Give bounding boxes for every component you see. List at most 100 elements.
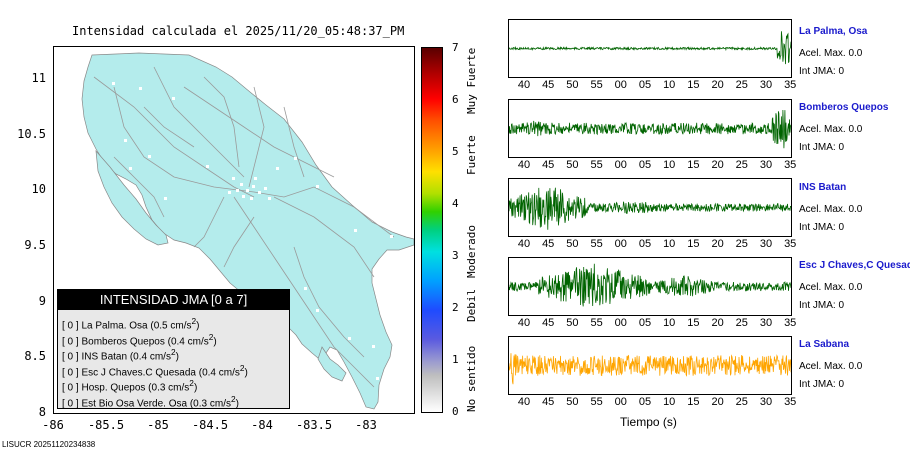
waveform-x-tick: 25 [735, 79, 748, 91]
station-int: Int JMA: 0 [799, 300, 845, 311]
colorbar-tick: 0 [452, 405, 459, 418]
waveform-x-tick: 45 [542, 79, 555, 91]
legend-row: [ 0 ] INS Batan (0.4 cm/s2) [58, 345, 289, 363]
osa-peninsula [317, 346, 347, 382]
waveform-x-tick: 45 [542, 396, 555, 408]
waveform-x-tick: 35 [784, 238, 797, 250]
waveform-x-tick: 20 [711, 317, 724, 329]
waveform-x-tick: 10 [663, 159, 676, 171]
station-int: Int JMA: 0 [799, 66, 845, 77]
waveform-x-tick: 55 [590, 159, 603, 171]
colorbar-tick: 6 [452, 93, 459, 106]
legend-text: Bomberos Quepos (0.4 cm/s [81, 335, 209, 347]
legend-row: [ 0 ] Esc J Chaves.C Quesada (0.4 cm/s2) [58, 361, 289, 378]
legend-sup: 2 [230, 393, 236, 404]
waveform-panel [508, 178, 792, 237]
station-acel: Acel. Max. 0.0 [799, 124, 863, 135]
y-tick: 9 [38, 294, 46, 308]
legend-row: [ 0 ] Hosp. Quepos (0.3 cm/s2) [58, 376, 289, 394]
legend-end: ) [244, 366, 248, 378]
waveform-x-tick: 55 [590, 79, 603, 91]
station-int: Int JMA: 0 [799, 222, 845, 233]
colorbar-label: Fuerte [465, 135, 478, 175]
waveform-x-tick: 35 [784, 317, 797, 329]
colorbar-tick: 3 [452, 249, 459, 262]
station-acel: Acel. Max. 0.0 [799, 48, 863, 59]
waveform-x-tick: 00 [614, 238, 627, 250]
waveform-trace [508, 109, 792, 149]
map-svg [81, 52, 414, 410]
legend-bracket: [ 0 ] [62, 320, 79, 332]
station-int: Int JMA: 0 [799, 142, 845, 153]
waveform-x-tick: 20 [711, 396, 724, 408]
waveform-x-tick: 00 [614, 159, 627, 171]
legend-bracket: [ 0 ] [62, 351, 79, 363]
station-name: Bomberos Quepos [799, 102, 889, 113]
legend-end: ) [235, 397, 239, 409]
waveform-svg [508, 263, 792, 307]
x-tick: -85 [147, 418, 169, 432]
station-name: La Palma, Osa [799, 26, 868, 37]
legend-end: ) [193, 382, 198, 394]
waveform-panel [508, 99, 792, 158]
intensity-legend: INTENSIDAD JMA [0 a 7] [ 0 ] La Palma. O… [57, 289, 290, 409]
time-axis-label: Tiempo (s) [620, 415, 677, 429]
waveform-x-tick: 20 [711, 238, 724, 250]
waveform-x-tick: 25 [735, 238, 748, 250]
footer-id: LISUCR 20251120234838 [2, 440, 96, 449]
waveform-x-tick: 35 [784, 159, 797, 171]
legend-sup: 2 [208, 331, 214, 342]
waveform-trace [508, 263, 792, 307]
waveform-x-tick: 40 [517, 396, 531, 408]
waveform-x-tick: 45 [542, 238, 555, 250]
nicoya-peninsula [95, 149, 169, 246]
waveform-x-tick: 00 [614, 396, 627, 408]
legend-sup: 2 [239, 362, 245, 373]
station-acel: Acel. Max. 0.0 [799, 361, 863, 372]
colorbar-tick: 2 [452, 301, 459, 314]
x-tick: -83 [355, 418, 377, 432]
colorbar-tick: 4 [452, 197, 459, 210]
legend-bracket: [ 0 ] [62, 366, 79, 378]
waveform-x-tick: 40 [517, 159, 531, 171]
y-tick: 11 [31, 71, 46, 85]
waveform-x-tick: 15 [687, 159, 700, 171]
station-markers [112, 82, 393, 380]
legend-sup: 2 [189, 378, 194, 388]
waveform-x-tick: 30 [759, 396, 773, 408]
waveform-x-tick: 15 [687, 317, 700, 329]
waveform-x-tick: 25 [735, 396, 748, 408]
waveform-x-tick: 45 [542, 159, 555, 171]
legend-end: ) [196, 320, 200, 332]
waveform-x-tick: 25 [735, 159, 748, 171]
y-tick: 8 [38, 405, 46, 419]
legend-text: Est Bio Osa Verde. Osa (0.3 cm/s [81, 397, 231, 409]
waveform-x-tick: 05 [638, 79, 652, 91]
legend-text: Esc J Chaves.C Quesada (0.4 cm/s [81, 366, 240, 378]
waveform-x-tick: 55 [590, 238, 603, 250]
intensity-colorbar [421, 47, 443, 413]
colorbar-label: Muy Fuerte [465, 47, 478, 114]
waveform-x-tick: 10 [663, 396, 676, 408]
waveform-svg [508, 353, 792, 385]
waveform-x-tick: 30 [759, 238, 773, 250]
waveform-x-tick: 05 [638, 159, 652, 171]
legend-text: INS Batan (0.4 cm/s [81, 351, 171, 363]
waveform-x-tick: 10 [663, 317, 676, 329]
waveform-svg [508, 187, 792, 230]
waveform-panel [508, 336, 792, 395]
waveform-x-tick: 15 [687, 396, 700, 408]
colorbar-label: No sentido [465, 345, 478, 412]
colorbar-label: Debil [465, 288, 478, 322]
waveform-x-tick: 40 [517, 79, 531, 91]
station-acel: Acel. Max. 0.0 [799, 282, 863, 293]
waveform-x-tick: 05 [638, 317, 652, 329]
y-tick: 10 [31, 182, 46, 196]
map-title: Intensidad calculada el 2025/11/20_05:48… [72, 24, 405, 38]
legend-bracket: [ 0 ] [62, 382, 79, 394]
legend-header: INTENSIDAD JMA [0 a 7] [58, 290, 289, 310]
waveform-trace [508, 353, 792, 385]
waveform-x-tick: 50 [566, 317, 579, 329]
waveform-x-tick: 05 [638, 396, 652, 408]
waveform-x-tick: 00 [614, 317, 627, 329]
